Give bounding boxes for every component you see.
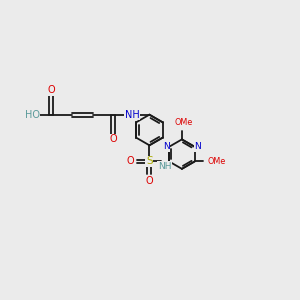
Text: O: O [126, 157, 134, 166]
Text: N: N [163, 142, 169, 151]
Text: OMe: OMe [207, 157, 225, 166]
Text: O: O [146, 176, 153, 186]
Text: N: N [194, 142, 201, 151]
Text: OMe: OMe [174, 118, 193, 127]
Text: S: S [146, 157, 153, 166]
Text: O: O [47, 85, 55, 95]
Text: HO: HO [25, 110, 40, 120]
Text: O: O [110, 134, 117, 144]
Text: NH: NH [158, 162, 172, 171]
Text: NH: NH [125, 110, 140, 120]
